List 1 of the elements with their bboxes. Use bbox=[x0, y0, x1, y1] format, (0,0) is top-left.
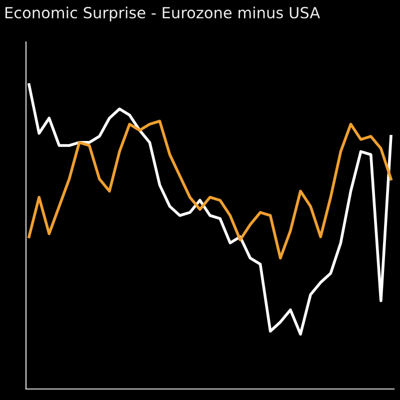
chart-title: Economic Surprise - Eurozone minus USA bbox=[6, 6, 320, 22]
